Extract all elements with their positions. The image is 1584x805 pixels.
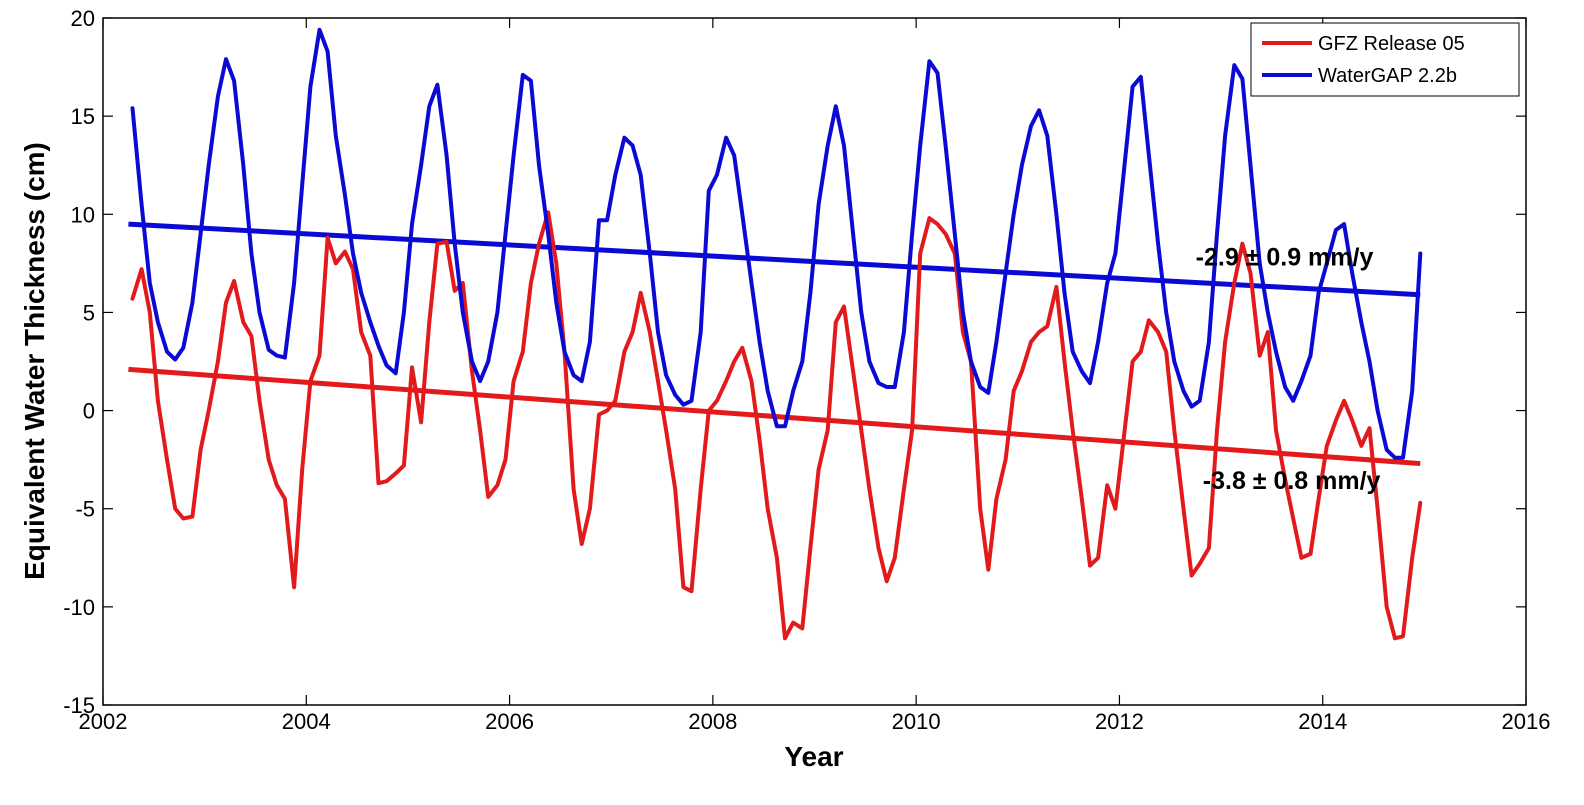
series-line-1 — [130, 27, 1423, 460]
x-tick-label: 2012 — [1095, 709, 1144, 734]
trend-line-0 — [128, 221, 1421, 298]
trend-annotation-1: -3.8 ± 0.8 mm/y — [1203, 467, 1381, 495]
legend: GFZ Release 05 WaterGAP 2.2b — [1250, 22, 1520, 97]
data-series — [130, 27, 1423, 641]
y-tick-label: -15 — [63, 693, 95, 718]
trend-annotation-0: -2.9 ± 0.9 mm/y — [1196, 243, 1374, 271]
y-tick-label: 15 — [71, 104, 95, 129]
x-tick-label: 2004 — [282, 709, 331, 734]
plot-area — [103, 18, 1526, 705]
legend-label-gfz: GFZ Release 05 — [1318, 33, 1465, 55]
y-tick-label: 5 — [83, 300, 95, 325]
y-tick-label: 0 — [83, 399, 95, 424]
y-tick-label: 20 — [71, 6, 95, 31]
x-axis-title: Year — [784, 741, 843, 772]
annotations: -2.9 ± 0.9 mm/y -3.8 ± 0.8 mm/y — [1196, 243, 1381, 495]
y-axis-ticks: -15 -10 -5 0 5 10 15 20 — [63, 6, 1526, 718]
axes-box — [102, 17, 1527, 706]
y-tick-label: 10 — [71, 202, 95, 227]
x-tick-label: 2010 — [892, 709, 941, 734]
x-tick-label: 2008 — [688, 709, 737, 734]
legend-box — [1250, 22, 1520, 97]
x-tick-label: 2016 — [1502, 709, 1551, 734]
x-tick-label: 2014 — [1298, 709, 1347, 734]
x-tick-label: 2002 — [79, 709, 128, 734]
y-tick-label: -10 — [63, 595, 95, 620]
legend-label-watergap: WaterGAP 2.2b — [1318, 65, 1457, 87]
x-tick-label: 2006 — [485, 709, 534, 734]
y-axis-title: Equivalent Water Thickness (cm) — [19, 142, 50, 580]
y-tick-label: -5 — [75, 497, 95, 522]
x-axis-ticks: 2002 2004 2006 2008 2010 2012 2014 2016 — [79, 18, 1551, 734]
series-line-0 — [130, 210, 1423, 641]
